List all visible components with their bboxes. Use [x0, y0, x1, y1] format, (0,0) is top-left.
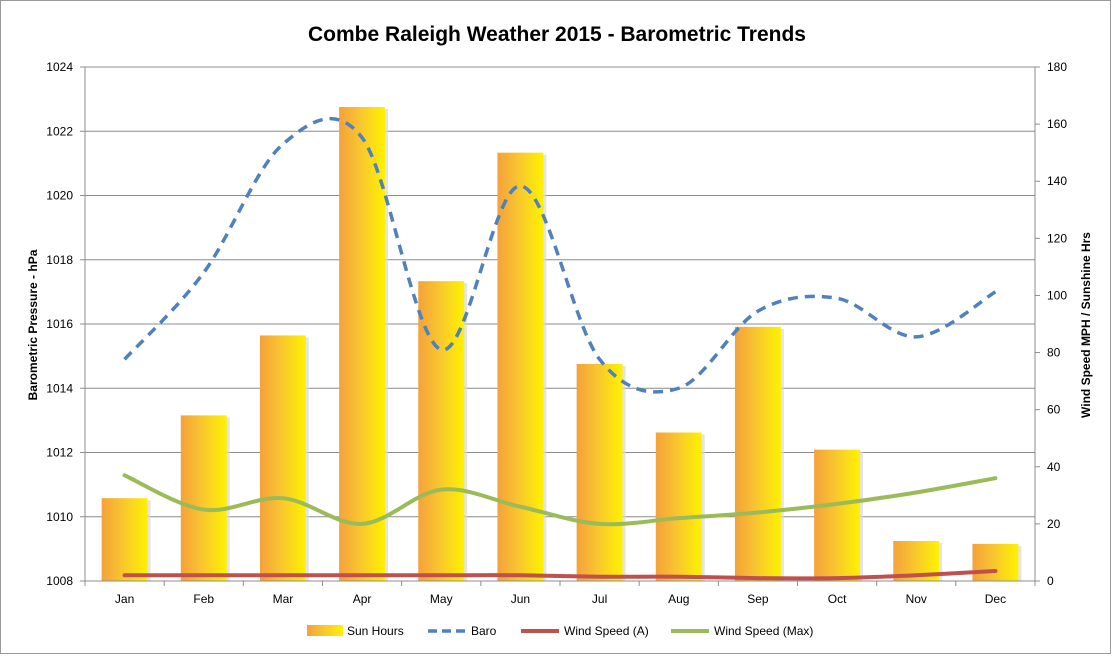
bar-sun-hours — [972, 543, 1019, 581]
y-left-axis-label: Barometric Pressure - hPa — [26, 249, 40, 400]
y-right-tick-label: 180 — [1047, 60, 1067, 74]
x-tick-label: Feb — [193, 592, 214, 606]
x-tick-label: Jun — [511, 592, 530, 606]
bar-sun-hours — [497, 152, 544, 581]
bar-sun-hours — [180, 415, 227, 581]
y-right-tick-label: 140 — [1047, 174, 1067, 188]
x-tick-label: Oct — [828, 592, 847, 606]
y-left-tick-label: 1018 — [46, 253, 73, 267]
bar-sun-hours — [734, 326, 781, 581]
sun-hours-bars — [101, 106, 1022, 581]
x-tick-label: Mar — [273, 592, 294, 606]
y-left-tick-label: 1020 — [46, 189, 73, 203]
x-tick-label: Apr — [353, 592, 372, 606]
y-right-tick-label: 100 — [1047, 288, 1067, 302]
bar-sun-hours — [101, 498, 148, 581]
y-left-tick-label: 1012 — [46, 446, 73, 460]
legend-label: Baro — [471, 624, 497, 638]
y-right-tick-label: 80 — [1047, 346, 1061, 360]
y-left-tick-label: 1022 — [46, 124, 73, 138]
legend-label: Wind Speed (A) — [564, 624, 649, 638]
x-tick-label: Jul — [592, 592, 607, 606]
y-right-tick-label: 120 — [1047, 231, 1067, 245]
x-tick-label: Aug — [668, 592, 689, 606]
x-tick-label: Jan — [115, 592, 134, 606]
chart-title: Combe Raleigh Weather 2015 - Barometric … — [308, 23, 806, 46]
y-right-tick-label: 60 — [1047, 403, 1061, 417]
y-left-tick-label: 1016 — [46, 317, 73, 331]
legend: Sun Hours Baro Wind Speed (A) Wind Speed (M… — [307, 624, 813, 638]
axes: 1008 1010 1012 1014 1016 1018 1020 1022 1024 0 20 4… — [46, 60, 1067, 606]
y-right-tick-label: 160 — [1047, 117, 1067, 131]
bar-sun-hours — [814, 449, 861, 581]
x-tick-label: May — [430, 592, 453, 606]
x-tick-label: Dec — [985, 592, 1006, 606]
bar-sun-hours — [259, 335, 306, 581]
legend-label: Sun Hours — [347, 624, 404, 638]
legend-swatch — [307, 625, 343, 636]
bar-sun-hours — [576, 363, 623, 581]
bar-sun-hours — [339, 106, 386, 581]
line-series — [122, 117, 998, 581]
y-left-tick-label: 1010 — [46, 510, 73, 524]
y-right-tick-label: 0 — [1047, 574, 1054, 588]
x-tick-label: Nov — [906, 592, 927, 606]
y-right-tick-label: 20 — [1047, 517, 1061, 531]
line-baro — [123, 117, 997, 394]
y-right-tick-label: 40 — [1047, 460, 1061, 474]
bar-sun-hours — [655, 432, 702, 581]
y-left-tick-label: 1008 — [46, 574, 73, 588]
y-left-tick-label: 1024 — [46, 60, 73, 74]
y-right-axis-label: Wind Speed MPH / Sunshine Hrs — [1079, 232, 1093, 418]
y-left-tick-label: 1014 — [46, 381, 73, 395]
line-wind-speed-a — [122, 569, 998, 581]
x-tick-label: Sep — [747, 592, 769, 606]
gridlines — [85, 66, 1035, 582]
legend-label: Wind Speed (Max) — [714, 624, 813, 638]
